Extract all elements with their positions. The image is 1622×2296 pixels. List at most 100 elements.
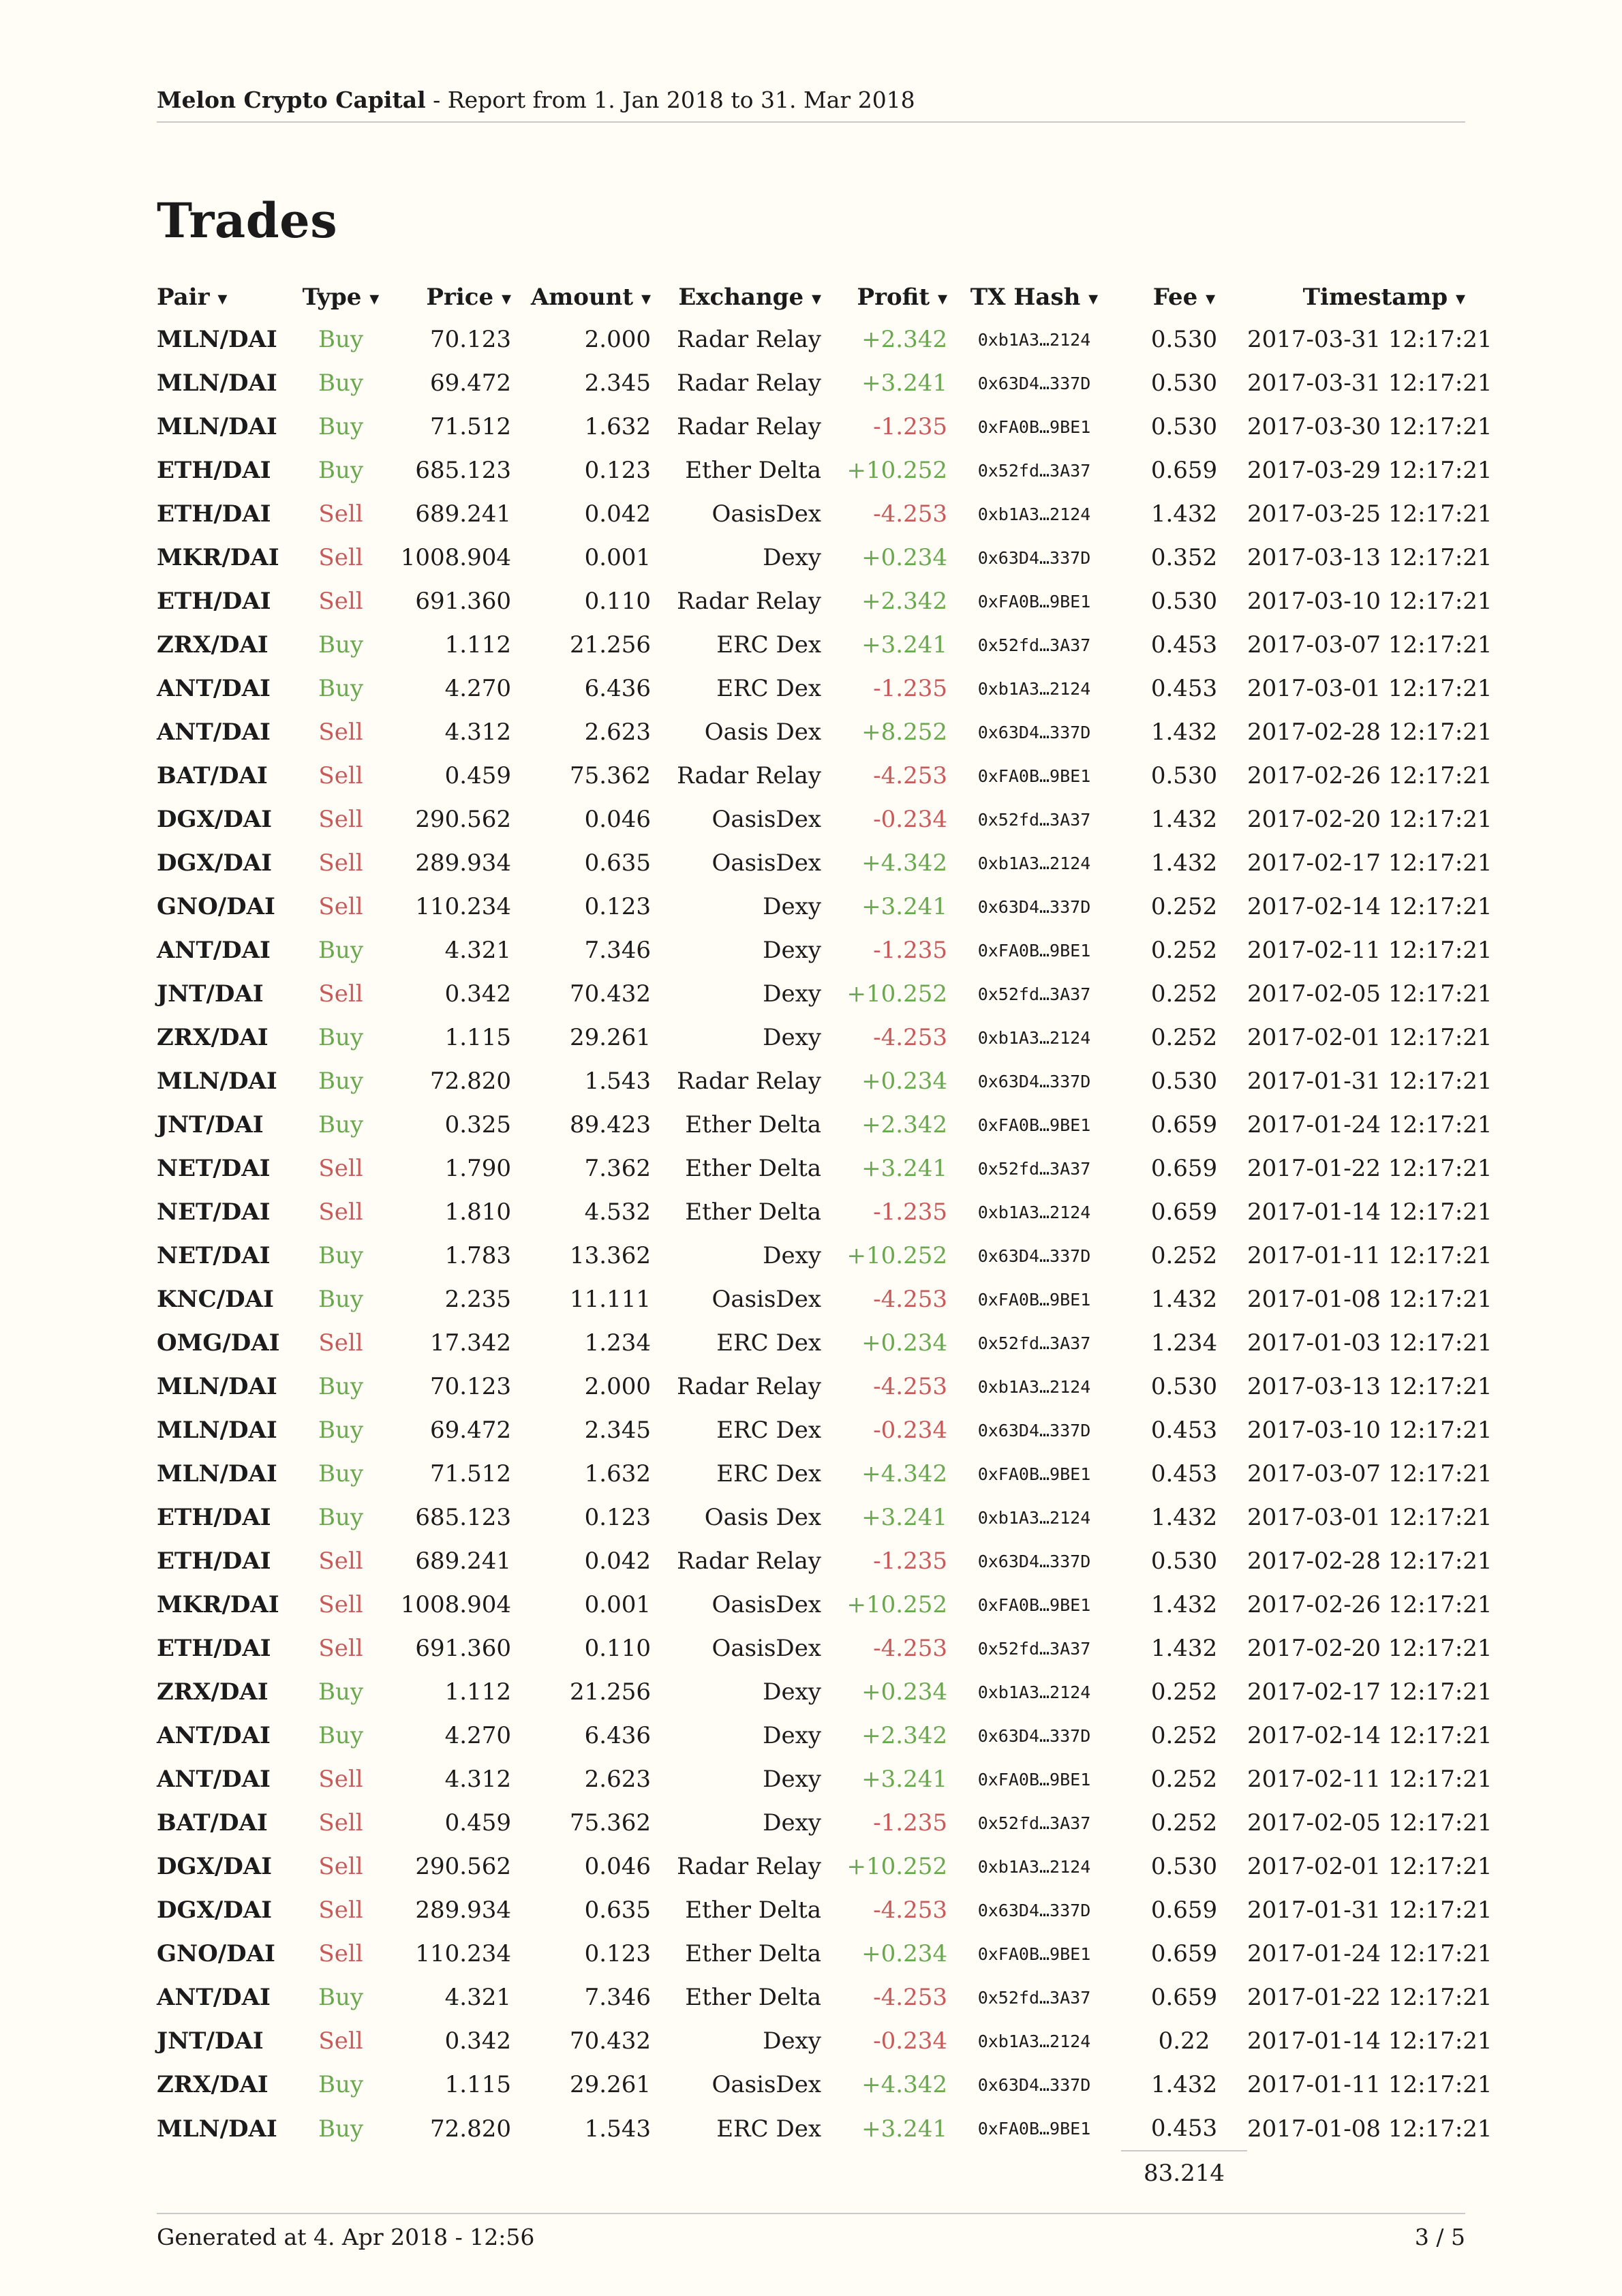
cell-tx-hash[interactable]: 0xb1A3…2124	[977, 1376, 1091, 1397]
cell-pair: MLN/DAI	[157, 2115, 277, 2143]
column-header-type[interactable]: Type ▾	[302, 284, 380, 311]
cell-timestamp: 2017-02-11 12:17:21	[1247, 1766, 1493, 1793]
cell-type: Buy	[318, 1722, 364, 1749]
cell-price: 4.312	[444, 719, 511, 746]
cell-pair: MKR/DAI	[157, 1591, 279, 1618]
cell-profit: +0.234	[861, 1068, 947, 1095]
cell-fee: 1.432	[1150, 719, 1218, 746]
cell-tx-hash[interactable]: 0x52fd…3A37	[977, 1333, 1091, 1353]
column-header-price[interactable]: Price ▾	[426, 284, 511, 311]
cell-profit: -4.253	[873, 1635, 947, 1662]
cell-pair: BAT/DAI	[157, 1809, 268, 1837]
cell-profit: -1.235	[873, 937, 947, 964]
column-header-fee[interactable]: Fee ▾	[1152, 284, 1216, 311]
cell-fee: 0.252	[1150, 1242, 1218, 1269]
cell-tx-hash[interactable]: 0x63D4…337D	[977, 2074, 1091, 2095]
cell-tx-hash[interactable]: 0x63D4…337D	[977, 1071, 1091, 1091]
cell-tx-hash[interactable]: 0xb1A3…2124	[977, 1202, 1091, 1222]
cell-timestamp: 2017-03-13 12:17:21	[1247, 544, 1493, 571]
cell-tx-hash[interactable]: 0x52fd…3A37	[977, 984, 1091, 1004]
cell-tx-hash[interactable]: 0x63D4…337D	[977, 1551, 1091, 1571]
cell-price: 290.562	[415, 806, 511, 833]
cell-tx-hash[interactable]: 0xFA0B…9BE1	[977, 1464, 1091, 1484]
page-number: 3 / 5	[1414, 2224, 1465, 2250]
cell-profit: +4.342	[861, 849, 947, 877]
cell-profit: +0.234	[861, 1678, 947, 1706]
cell-fee: 0.22	[1158, 2027, 1210, 2055]
column-header-exchange[interactable]: Exchange ▾	[678, 284, 821, 311]
cell-tx-hash[interactable]: 0x63D4…337D	[977, 1420, 1091, 1440]
cell-exchange: OasisDex	[711, 849, 821, 877]
cell-tx-hash[interactable]: 0x63D4…337D	[977, 722, 1091, 742]
table-header-row: Pair ▾ Type ▾ Price ▾ Amount ▾ Exchange …	[157, 277, 1465, 318]
cell-type: Buy	[318, 675, 364, 702]
cell-price: 71.512	[430, 1460, 511, 1487]
cell-timestamp: 2017-02-20 12:17:21	[1247, 806, 1493, 833]
cell-price: 290.562	[415, 1853, 511, 1880]
cell-type: Buy	[318, 457, 364, 484]
table-row: BAT/DAI Sell 0.459 75.362 Dexy -1.235 0x52fd…3…	[157, 1801, 1493, 1845]
cell-tx-hash[interactable]: 0x52fd…3A37	[977, 1638, 1091, 1659]
cell-tx-hash[interactable]: 0xFA0B…9BE1	[977, 1289, 1091, 1310]
table-row: KNC/DAI Buy 2.235 11.111 OasisDex -4.253 0xFA0…	[157, 1278, 1493, 1321]
cell-tx-hash[interactable]: 0x63D4…337D	[977, 547, 1091, 568]
cell-amount: 2.000	[584, 326, 651, 353]
cell-amount: 2.623	[584, 1766, 651, 1793]
cell-tx-hash[interactable]: 0x63D4…337D	[977, 896, 1091, 917]
cell-tx-hash[interactable]: 0xFA0B…9BE1	[977, 1944, 1091, 1964]
cell-tx-hash[interactable]: 0x52fd…3A37	[977, 1987, 1091, 2008]
table-row: ANT/DAI Buy 4.270 6.436 ERC Dex -1.235 0xb1A3……	[157, 667, 1493, 710]
cell-pair: OMG/DAI	[157, 1329, 280, 1357]
cell-tx-hash[interactable]: 0x63D4…337D	[977, 1725, 1091, 1746]
column-header-profit[interactable]: Profit ▾	[857, 284, 948, 311]
cell-timestamp: 2017-01-08 12:17:21	[1247, 1286, 1493, 1313]
cell-tx-hash[interactable]: 0x52fd…3A37	[977, 635, 1091, 655]
cell-fee: 0.530	[1150, 1853, 1218, 1880]
cell-tx-hash[interactable]: 0xFA0B…9BE1	[977, 591, 1091, 611]
cell-tx-hash[interactable]: 0xb1A3…2124	[977, 853, 1091, 873]
cell-tx-hash[interactable]: 0x52fd…3A37	[977, 1813, 1091, 1833]
cell-pair: ZRX/DAI	[157, 1678, 269, 1706]
cell-tx-hash[interactable]: 0x52fd…3A37	[977, 809, 1091, 830]
cell-profit: +3.241	[861, 1766, 947, 1793]
cell-price: 689.241	[415, 1547, 511, 1575]
cell-tx-hash[interactable]: 0xFA0B…9BE1	[977, 2119, 1091, 2139]
cell-type: Sell	[318, 1591, 363, 1618]
cell-price: 1.115	[444, 2071, 511, 2098]
cell-tx-hash[interactable]: 0x63D4…337D	[977, 373, 1091, 393]
cell-amount: 0.110	[584, 1635, 651, 1662]
cell-tx-hash[interactable]: 0xFA0B…9BE1	[977, 1595, 1091, 1615]
cell-exchange: OasisDex	[711, 1286, 821, 1313]
column-header-amount[interactable]: Amount ▾	[530, 284, 651, 311]
column-header-pair[interactable]: Pair ▾	[157, 284, 228, 311]
cell-exchange: Dexy	[763, 893, 821, 920]
column-header-tx-hash[interactable]: TX Hash ▾	[970, 284, 1099, 311]
cell-tx-hash[interactable]: 0x52fd…3A37	[977, 1158, 1091, 1179]
table-row: NET/DAI Buy 1.783 13.362 Dexy +10.252 0x63D4…3…	[157, 1234, 1493, 1278]
column-header-timestamp[interactable]: Timestamp ▾	[1302, 284, 1465, 311]
cell-price: 110.234	[415, 893, 511, 920]
cell-tx-hash[interactable]: 0xFA0B…9BE1	[977, 940, 1091, 961]
cell-price: 4.312	[444, 1766, 511, 1793]
cell-tx-hash[interactable]: 0x63D4…337D	[977, 1900, 1091, 1920]
cell-tx-hash[interactable]: 0xFA0B…9BE1	[977, 1769, 1091, 1789]
cell-tx-hash[interactable]: 0x52fd…3A37	[977, 460, 1091, 481]
cell-tx-hash[interactable]: 0xb1A3…2124	[977, 1027, 1091, 1048]
cell-tx-hash[interactable]: 0xFA0B…9BE1	[977, 417, 1091, 437]
cell-tx-hash[interactable]: 0xFA0B…9BE1	[977, 766, 1091, 786]
cell-tx-hash[interactable]: 0xb1A3…2124	[977, 504, 1091, 524]
cell-price: 4.321	[444, 1984, 511, 2011]
cell-tx-hash[interactable]: 0xb1A3…2124	[977, 1682, 1091, 1702]
cell-tx-hash[interactable]: 0x63D4…337D	[977, 1245, 1091, 1266]
cell-timestamp: 2017-02-17 12:17:21	[1247, 1678, 1493, 1706]
cell-tx-hash[interactable]: 0xb1A3…2124	[977, 2031, 1091, 2051]
cell-tx-hash[interactable]: 0xb1A3…2124	[977, 1856, 1091, 1877]
cell-tx-hash[interactable]: 0xFA0B…9BE1	[977, 1115, 1091, 1135]
cell-tx-hash[interactable]: 0xb1A3…2124	[977, 329, 1091, 350]
cell-timestamp: 2017-01-24 12:17:21	[1247, 1940, 1493, 1967]
cell-tx-hash[interactable]: 0xb1A3…2124	[977, 1507, 1091, 1528]
cell-exchange: Ether Delta	[685, 1940, 821, 1967]
cell-tx-hash[interactable]: 0xb1A3…2124	[977, 678, 1091, 699]
cell-fee: 0.659	[1150, 1111, 1218, 1138]
cell-exchange: Ether Delta	[685, 1111, 821, 1138]
